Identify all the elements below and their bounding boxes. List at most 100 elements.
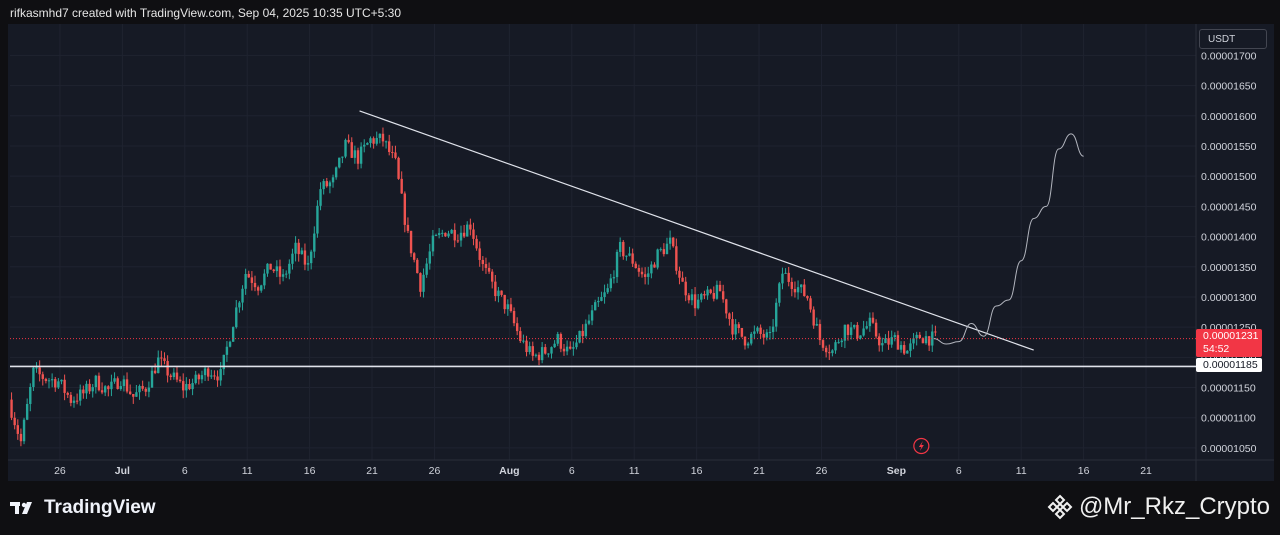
candle-body [285,273,288,275]
candle-body [902,345,906,354]
candle-body [640,271,644,275]
candle-body [19,433,23,442]
candle-body [921,338,925,344]
candle-body [378,133,382,138]
current-price-tag: 0.00001231 54:52 [1196,329,1262,357]
y-tick-label: 0.00001300 [1201,292,1257,304]
tradingview-logo[interactable]: TradingView [10,497,156,519]
candle-body [622,241,625,257]
candle-body [643,274,647,277]
candle-body [238,302,241,308]
candle-body [746,343,750,346]
candle-body [82,389,85,394]
candle-body [918,334,921,339]
event-lightning-icon [913,437,930,455]
candle-body [734,324,737,335]
candle-body [637,268,641,272]
candle-body [506,304,510,310]
candle-body [163,358,166,361]
chart-panel[interactable]: 0.000010500.000011000.000011500.00001200… [8,24,1274,481]
candle-body [138,385,141,393]
x-tick-label: 11 [242,465,253,477]
candle-body [13,417,16,426]
currency-selector[interactable]: USDT [1199,29,1267,49]
candle-body [912,338,915,344]
candle-body [512,311,516,324]
candle-body [547,353,550,355]
candle-body [893,335,897,338]
candle-body [132,393,135,397]
candle-body [309,251,313,264]
support-level-tag: 0.00001185 [1196,358,1262,372]
candle-body [300,250,304,255]
y-tick-label: 0.00001150 [1201,383,1256,395]
candle-body [519,331,522,341]
candle-body [169,375,172,378]
candle-body [690,294,694,301]
candle-body [16,425,20,434]
candle-body [553,343,556,348]
candle-body [334,167,338,178]
candle-body [525,340,528,353]
candle-body [331,177,335,183]
chart-credit: rifkasmhd7 created with TradingView.com,… [10,6,402,20]
candle-body [709,289,712,293]
candle-body [288,263,291,274]
candle-body [556,334,559,344]
candle-body [815,324,818,326]
candle-body [100,390,104,393]
candle-body [509,304,513,312]
candle-body [431,235,435,252]
candle-body [653,264,656,268]
descending-trendline [359,110,1034,351]
candle-body [38,367,41,375]
candle-body [778,283,781,303]
candle-body [790,281,794,289]
candle-body [491,271,494,282]
y-tick-label: 0.00001550 [1201,141,1257,153]
candle-body [119,386,122,389]
candle-body [194,374,197,384]
candle-body [294,242,297,254]
candle-body [865,326,868,329]
candle-body [737,324,740,328]
candle-body [197,374,201,380]
candle-body [828,352,831,354]
candle-body [668,237,672,244]
candle-body [54,379,57,388]
projection-path [933,133,1084,345]
price-chart[interactable]: 0.000010500.000011000.000011500.00001200… [8,24,1274,481]
candle-body [837,342,840,344]
candle-body [534,354,538,356]
candle-body [366,142,369,145]
candle-body [250,277,254,283]
candle-body [796,287,800,293]
candle-body [275,266,279,272]
candle-body [125,379,129,392]
x-tick-label: 21 [753,465,765,477]
candle-body [219,369,222,381]
current-price-label: 0.00001231 [1203,330,1259,342]
candle-body [466,224,469,237]
author-watermark: @Mr_Rkz_Crypto [1047,493,1270,521]
candle-body [481,259,485,265]
candle-body [256,287,260,291]
candle-body [550,347,553,354]
candle-body [896,335,900,350]
candle-body [113,378,116,382]
candle-body [881,343,884,346]
y-tick-label: 0.00001050 [1201,443,1257,455]
candle-body [191,383,194,390]
candle-body [185,384,188,391]
x-tick-label: 16 [1078,465,1090,477]
candle-body [450,229,453,234]
candle-body [821,340,825,348]
candle-body [85,383,88,394]
candle-body [659,249,662,251]
candle-body [166,360,169,376]
y-tick-label: 0.00001400 [1201,232,1257,244]
candle-body [593,302,597,311]
candle-body [768,332,772,334]
candle-body [319,189,322,206]
candle-body [419,273,422,292]
